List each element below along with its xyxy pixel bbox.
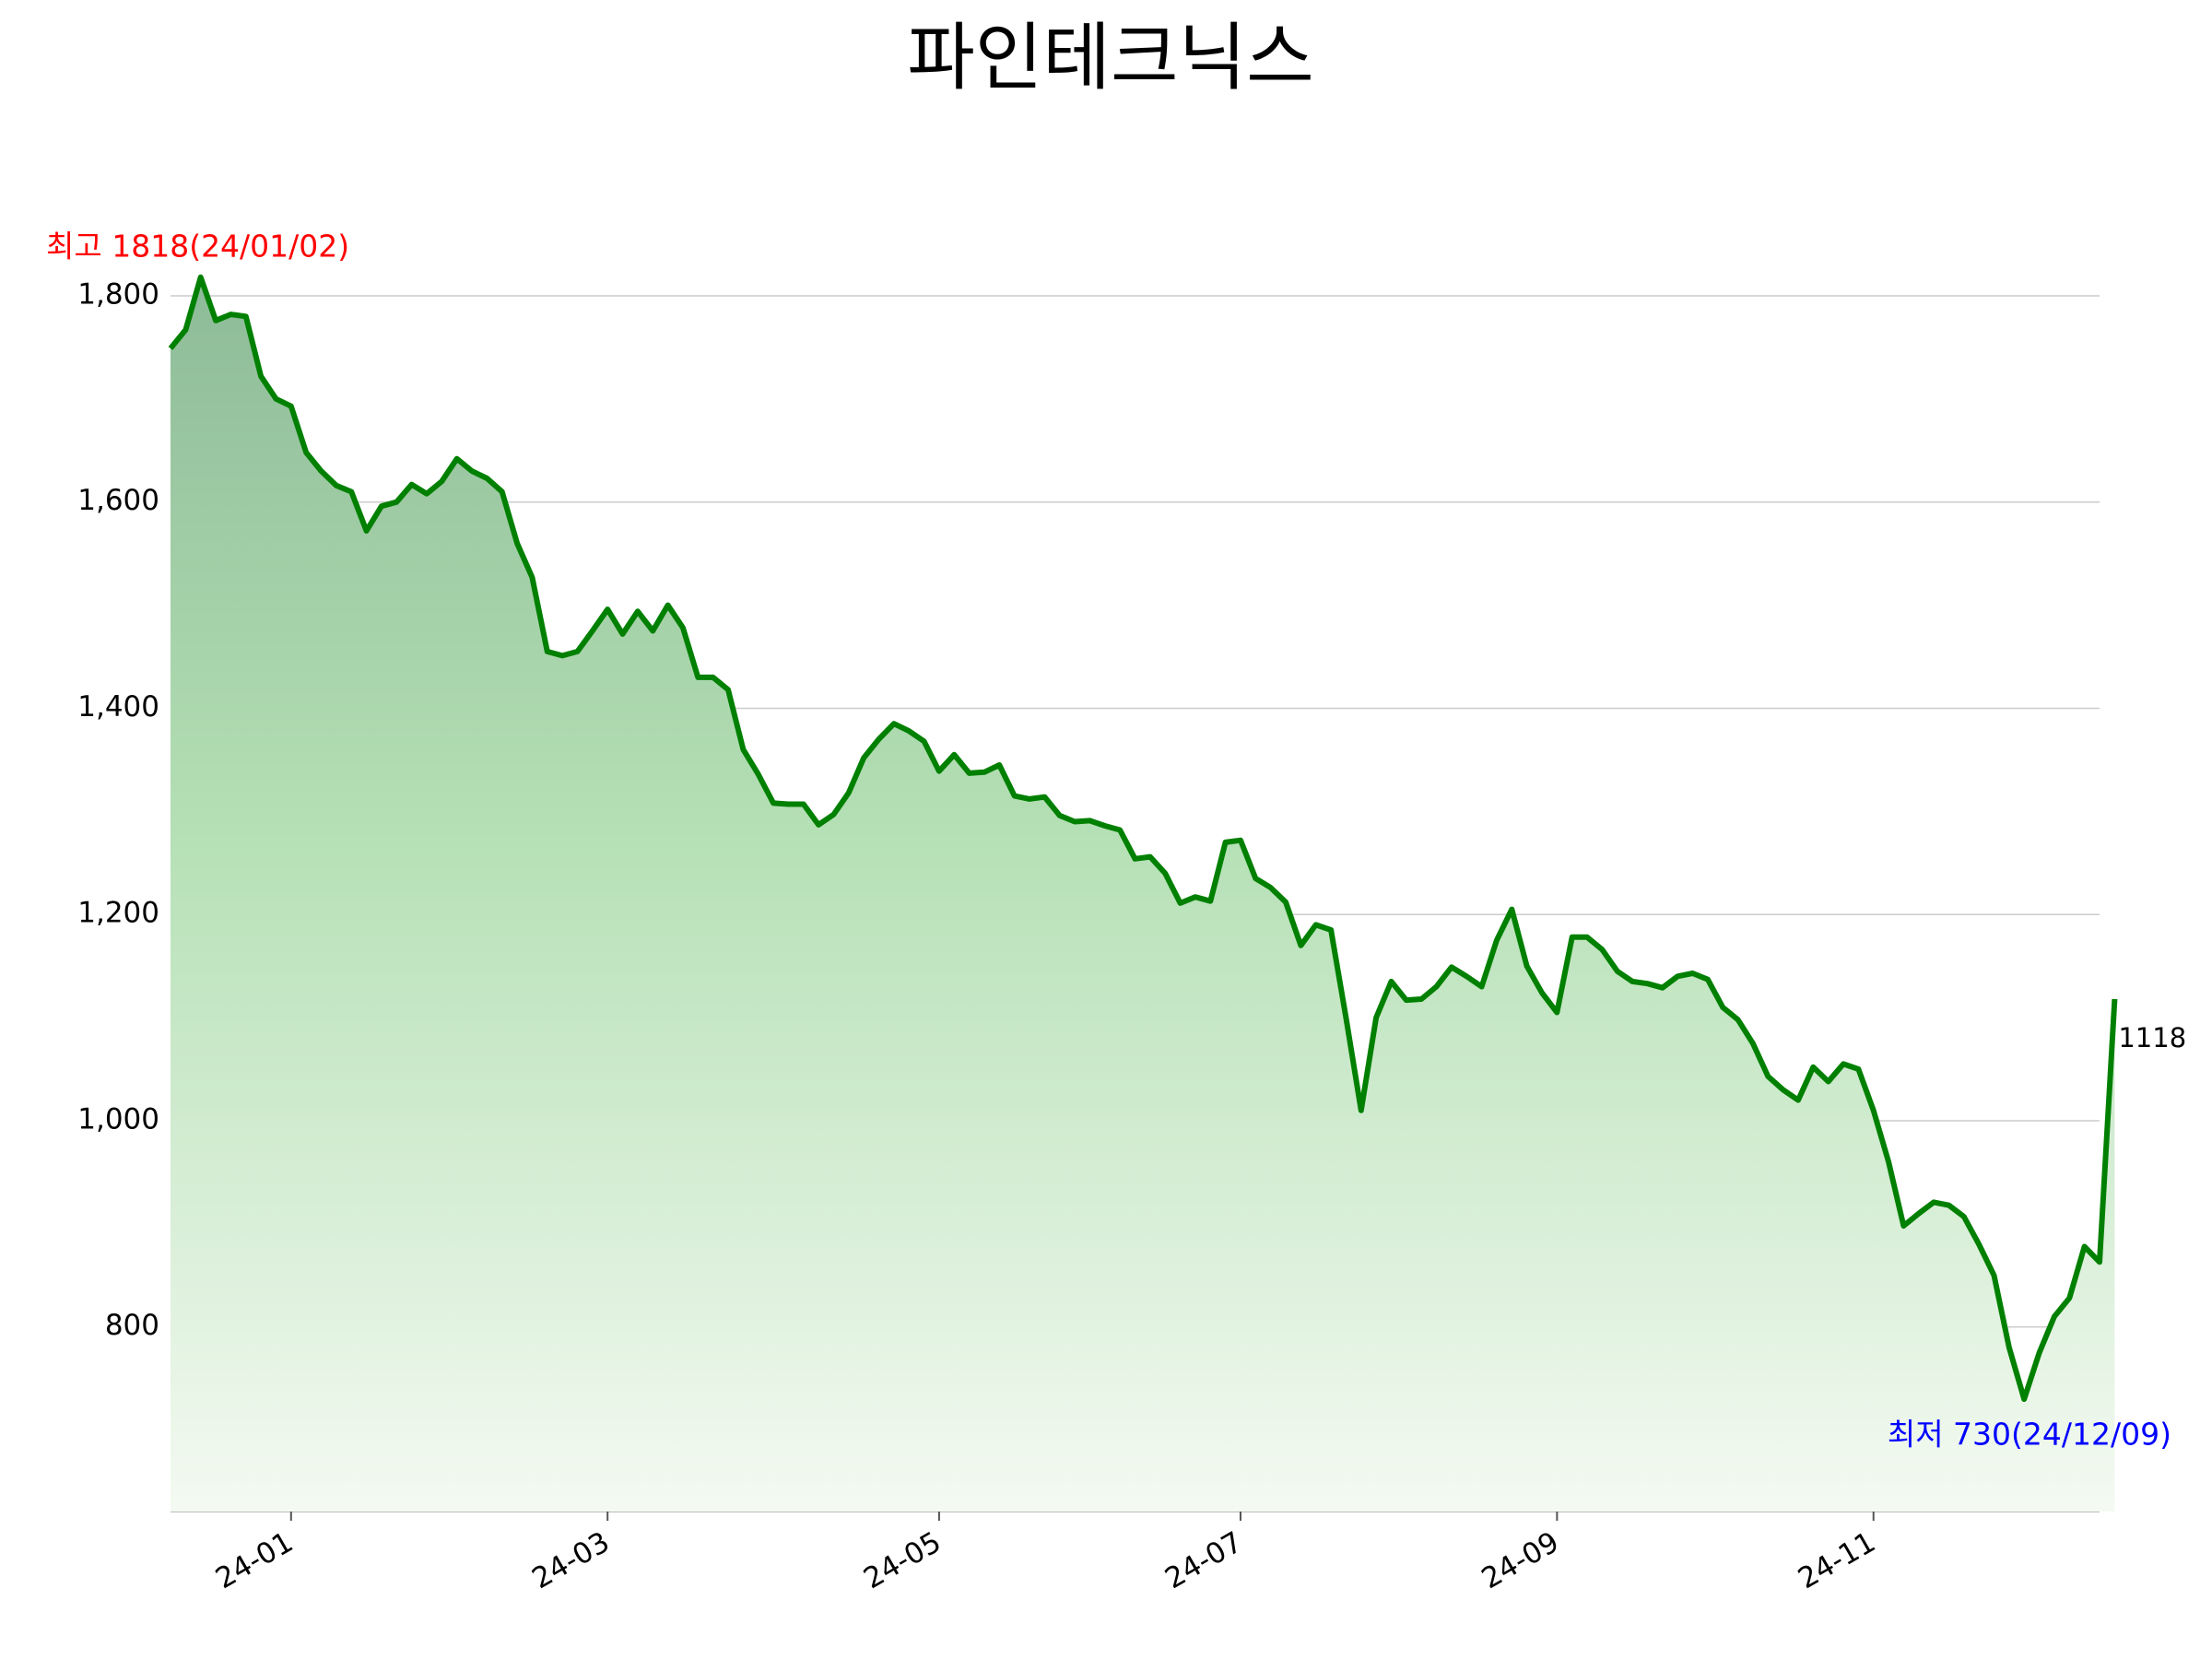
area — [171, 276, 2115, 1512]
line — [168, 274, 2118, 1403]
y-tick-label: 1,600 — [77, 484, 159, 517]
x-tick-label: 24-05 — [858, 1525, 947, 1595]
y-tick-label: 1,800 — [77, 277, 159, 311]
y-tick-label: 1,200 — [77, 897, 159, 930]
chart-title: 파인테크닉스 — [907, 15, 1314, 100]
x-tick-label: 24-09 — [1477, 1525, 1565, 1595]
y-tick-label: 1,000 — [77, 1102, 159, 1135]
low-annotation: 최저 730(24/12/09) — [1888, 1417, 2171, 1453]
last-value-label: 1118 — [2118, 1022, 2186, 1053]
y-tick-label: 800 — [105, 1309, 159, 1342]
x-tick-label: 24-03 — [526, 1525, 615, 1595]
y-tick-label: 1,400 — [77, 690, 159, 724]
x-tick-label: 24-11 — [1793, 1525, 1881, 1595]
x-tick-label: 24-07 — [1159, 1525, 1248, 1595]
x-tick-label: 24-01 — [210, 1525, 299, 1595]
high-annotation: 최고 1818(24/01/02) — [46, 228, 349, 264]
